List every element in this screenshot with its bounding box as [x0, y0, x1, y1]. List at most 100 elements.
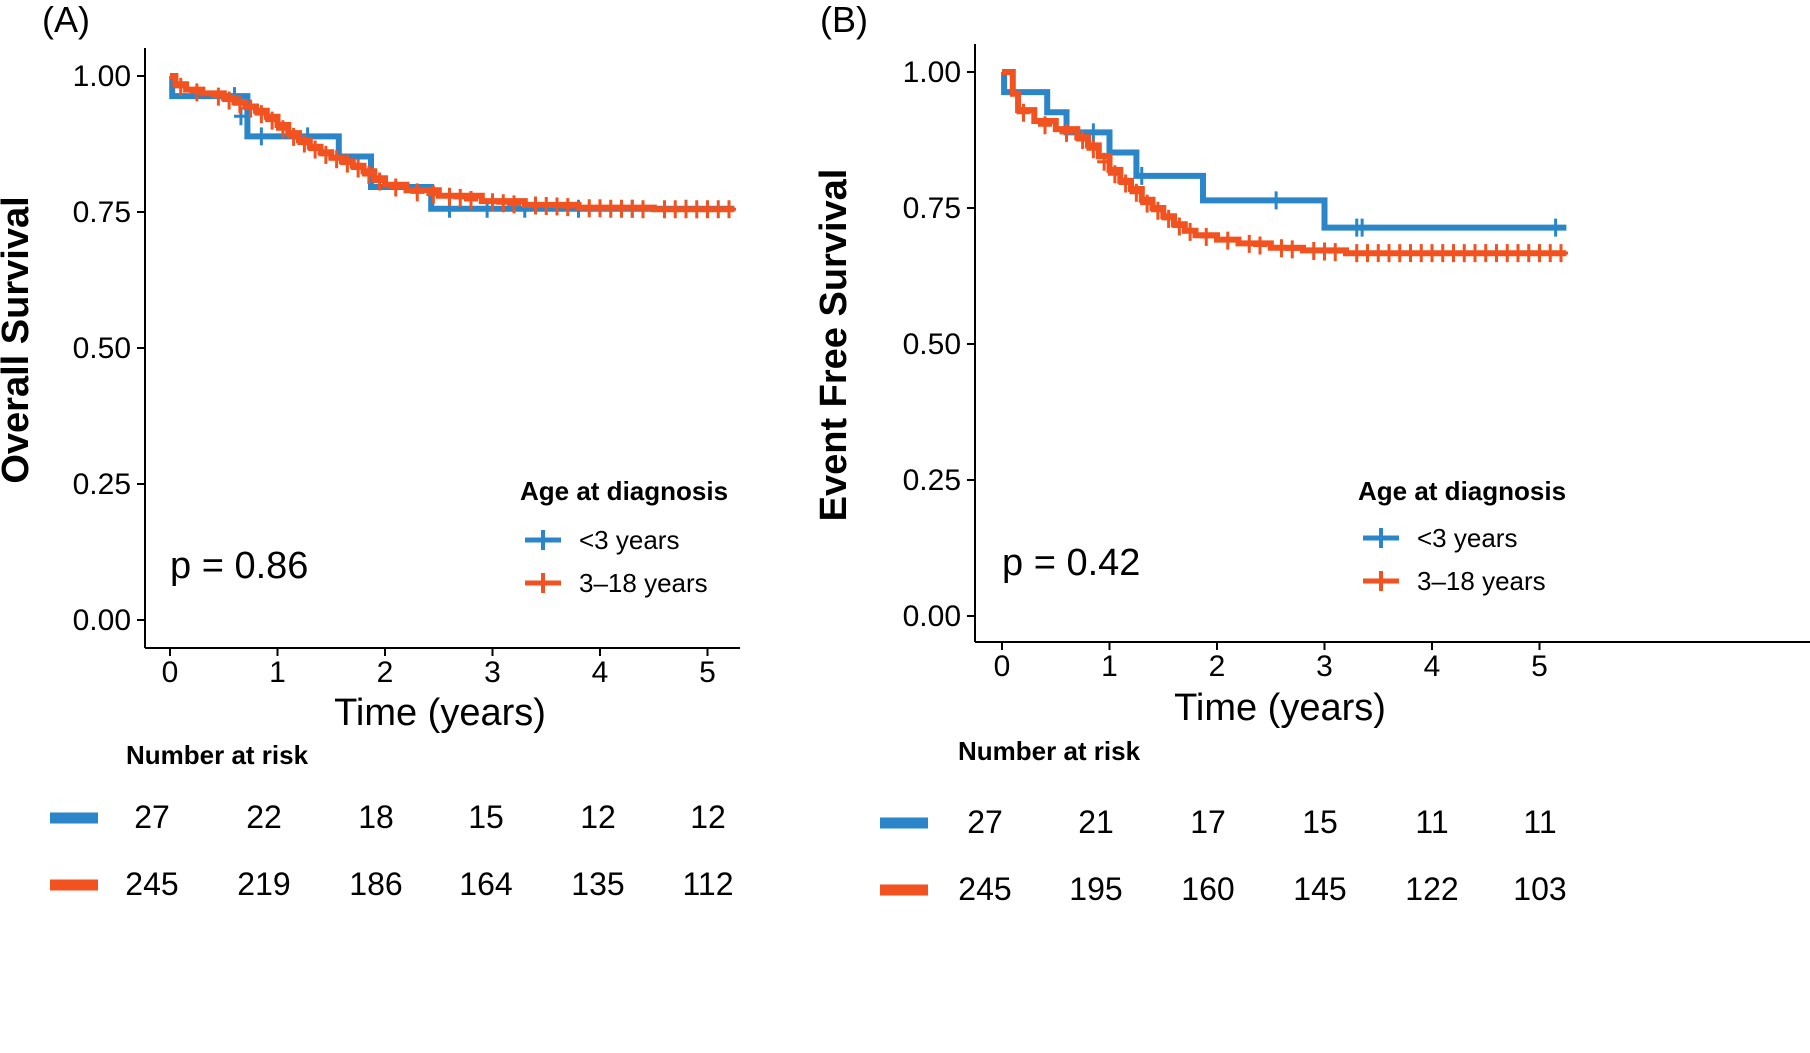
censor-mark: [297, 134, 312, 153]
risk-table-value: 164: [459, 866, 512, 902]
censor-mark: [1328, 243, 1343, 262]
p-value-label: p = 0.86: [170, 545, 308, 587]
y-tick-label: 0.25: [73, 468, 131, 501]
y-axis-title: Event Free Survival: [813, 169, 855, 522]
censor-mark: [1129, 183, 1144, 202]
x-tick-label: 3: [484, 656, 501, 689]
legend-title: Age at diagnosis: [1358, 476, 1566, 506]
x-tick-label: 4: [1424, 650, 1441, 683]
censor-mark: [1107, 165, 1122, 184]
censor-mark: [410, 183, 425, 202]
censor-mark: [388, 178, 403, 197]
censor-mark: [1355, 218, 1370, 237]
risk-table-value: 11: [1523, 804, 1556, 840]
x-tick-label: 2: [1209, 650, 1226, 683]
y-tick-label: 1.00: [73, 60, 131, 93]
x-tick-label: 2: [377, 656, 394, 689]
risk-table-value: 27: [967, 804, 1003, 840]
risk-table-value: 219: [237, 866, 290, 902]
risk-table-value: 18: [358, 799, 394, 835]
risk-table-title: Number at risk: [958, 736, 1141, 766]
survival-curve-series-2: [170, 73, 735, 213]
censor-mark: [329, 150, 344, 169]
censor-mark: [1554, 244, 1568, 263]
censor-mark: [189, 83, 204, 102]
legend-entry-label: 3–18 years: [1417, 566, 1546, 596]
censor-mark: [1038, 116, 1052, 135]
censor-mark: [286, 127, 301, 146]
survival-curve-series-1: [169, 73, 735, 212]
censor-mark: [1118, 174, 1133, 193]
risk-table-value: 186: [349, 866, 402, 902]
risk-table-value: 15: [1302, 804, 1338, 840]
censor-mark: [426, 185, 441, 204]
censor-mark: [464, 191, 478, 210]
censor-mark: [254, 127, 269, 146]
y-tick-label: 0.75: [903, 192, 961, 225]
censor-mark: [507, 195, 521, 214]
censor-mark: [1150, 201, 1165, 220]
y-tick-label: 0.25: [903, 464, 961, 497]
y-tick-label: 0.00: [73, 604, 131, 637]
risk-table-value: 145: [1293, 871, 1346, 907]
risk-table-value: 11: [1415, 804, 1448, 840]
censor-mark: [1183, 222, 1198, 241]
risk-table-value: 22: [246, 799, 282, 835]
risk-table-value: 195: [1069, 871, 1122, 907]
censor-mark: [1172, 217, 1187, 236]
censor-mark: [636, 200, 650, 219]
x-axis-title: Time (years): [334, 692, 546, 734]
censor-mark: [254, 105, 269, 124]
y-tick-label: 1.00: [903, 56, 961, 89]
censor-mark: [243, 99, 258, 118]
panel-label: (B): [820, 0, 868, 40]
censor-mark: [1086, 140, 1101, 159]
risk-table-value: 245: [125, 866, 178, 902]
censor-mark: [1242, 234, 1257, 253]
censor-mark: [265, 111, 280, 130]
risk-table-value: 27: [134, 799, 170, 835]
x-tick-label: 0: [994, 650, 1011, 683]
y-tick-label: 0.00: [903, 600, 961, 633]
legend-entry-label: <3 years: [579, 525, 679, 555]
censor-mark: [211, 87, 226, 106]
p-value-label: p = 0.42: [1002, 542, 1140, 584]
censor-mark: [1016, 103, 1031, 122]
survival-curve-series-2: [1002, 69, 1567, 257]
risk-table-value: 103: [1513, 871, 1566, 907]
y-tick-label: 0.75: [73, 196, 131, 229]
survival-panel: (B) 0.00 0.25 0.50 0.75 1.00 0 1 2 3 4 5 Time (years…: [813, 0, 1810, 907]
risk-table-value: 112: [682, 866, 733, 902]
censor-mark: [340, 154, 355, 173]
risk-table-title: Number at risk: [126, 740, 309, 770]
legend-entry-label: <3 years: [1417, 523, 1517, 553]
risk-table-value: 245: [958, 871, 1011, 907]
censor-mark: [1140, 194, 1155, 213]
risk-table-value: 15: [468, 799, 504, 835]
censor-mark: [1086, 123, 1101, 142]
x-axis-title: Time (years): [1174, 687, 1386, 729]
risk-table-value: 12: [690, 799, 726, 835]
x-tick-label: 3: [1316, 650, 1333, 683]
survival-curve-series-1: [1001, 69, 1567, 231]
censor-mark: [1075, 131, 1090, 149]
legend-title: Age at diagnosis: [520, 476, 728, 506]
censor-mark: [1161, 209, 1176, 228]
y-tick-label: 0.50: [73, 332, 131, 365]
y-axis-title: Overall Survival: [0, 196, 37, 483]
censor-mark: [351, 159, 366, 178]
censor-mark: [1285, 240, 1300, 259]
censor-mark: [308, 140, 323, 159]
censor-mark: [453, 188, 468, 207]
censor-mark: [1269, 191, 1284, 210]
x-tick-label: 1: [269, 656, 286, 689]
censor-mark: [1134, 166, 1149, 185]
censor-mark: [361, 166, 376, 185]
risk-table-value: 135: [571, 866, 624, 902]
legend-entry-label: 3–18 years: [579, 568, 708, 598]
censor-mark: [1253, 236, 1267, 255]
censor-mark: [318, 145, 333, 164]
x-tick-label: 5: [1531, 650, 1548, 683]
